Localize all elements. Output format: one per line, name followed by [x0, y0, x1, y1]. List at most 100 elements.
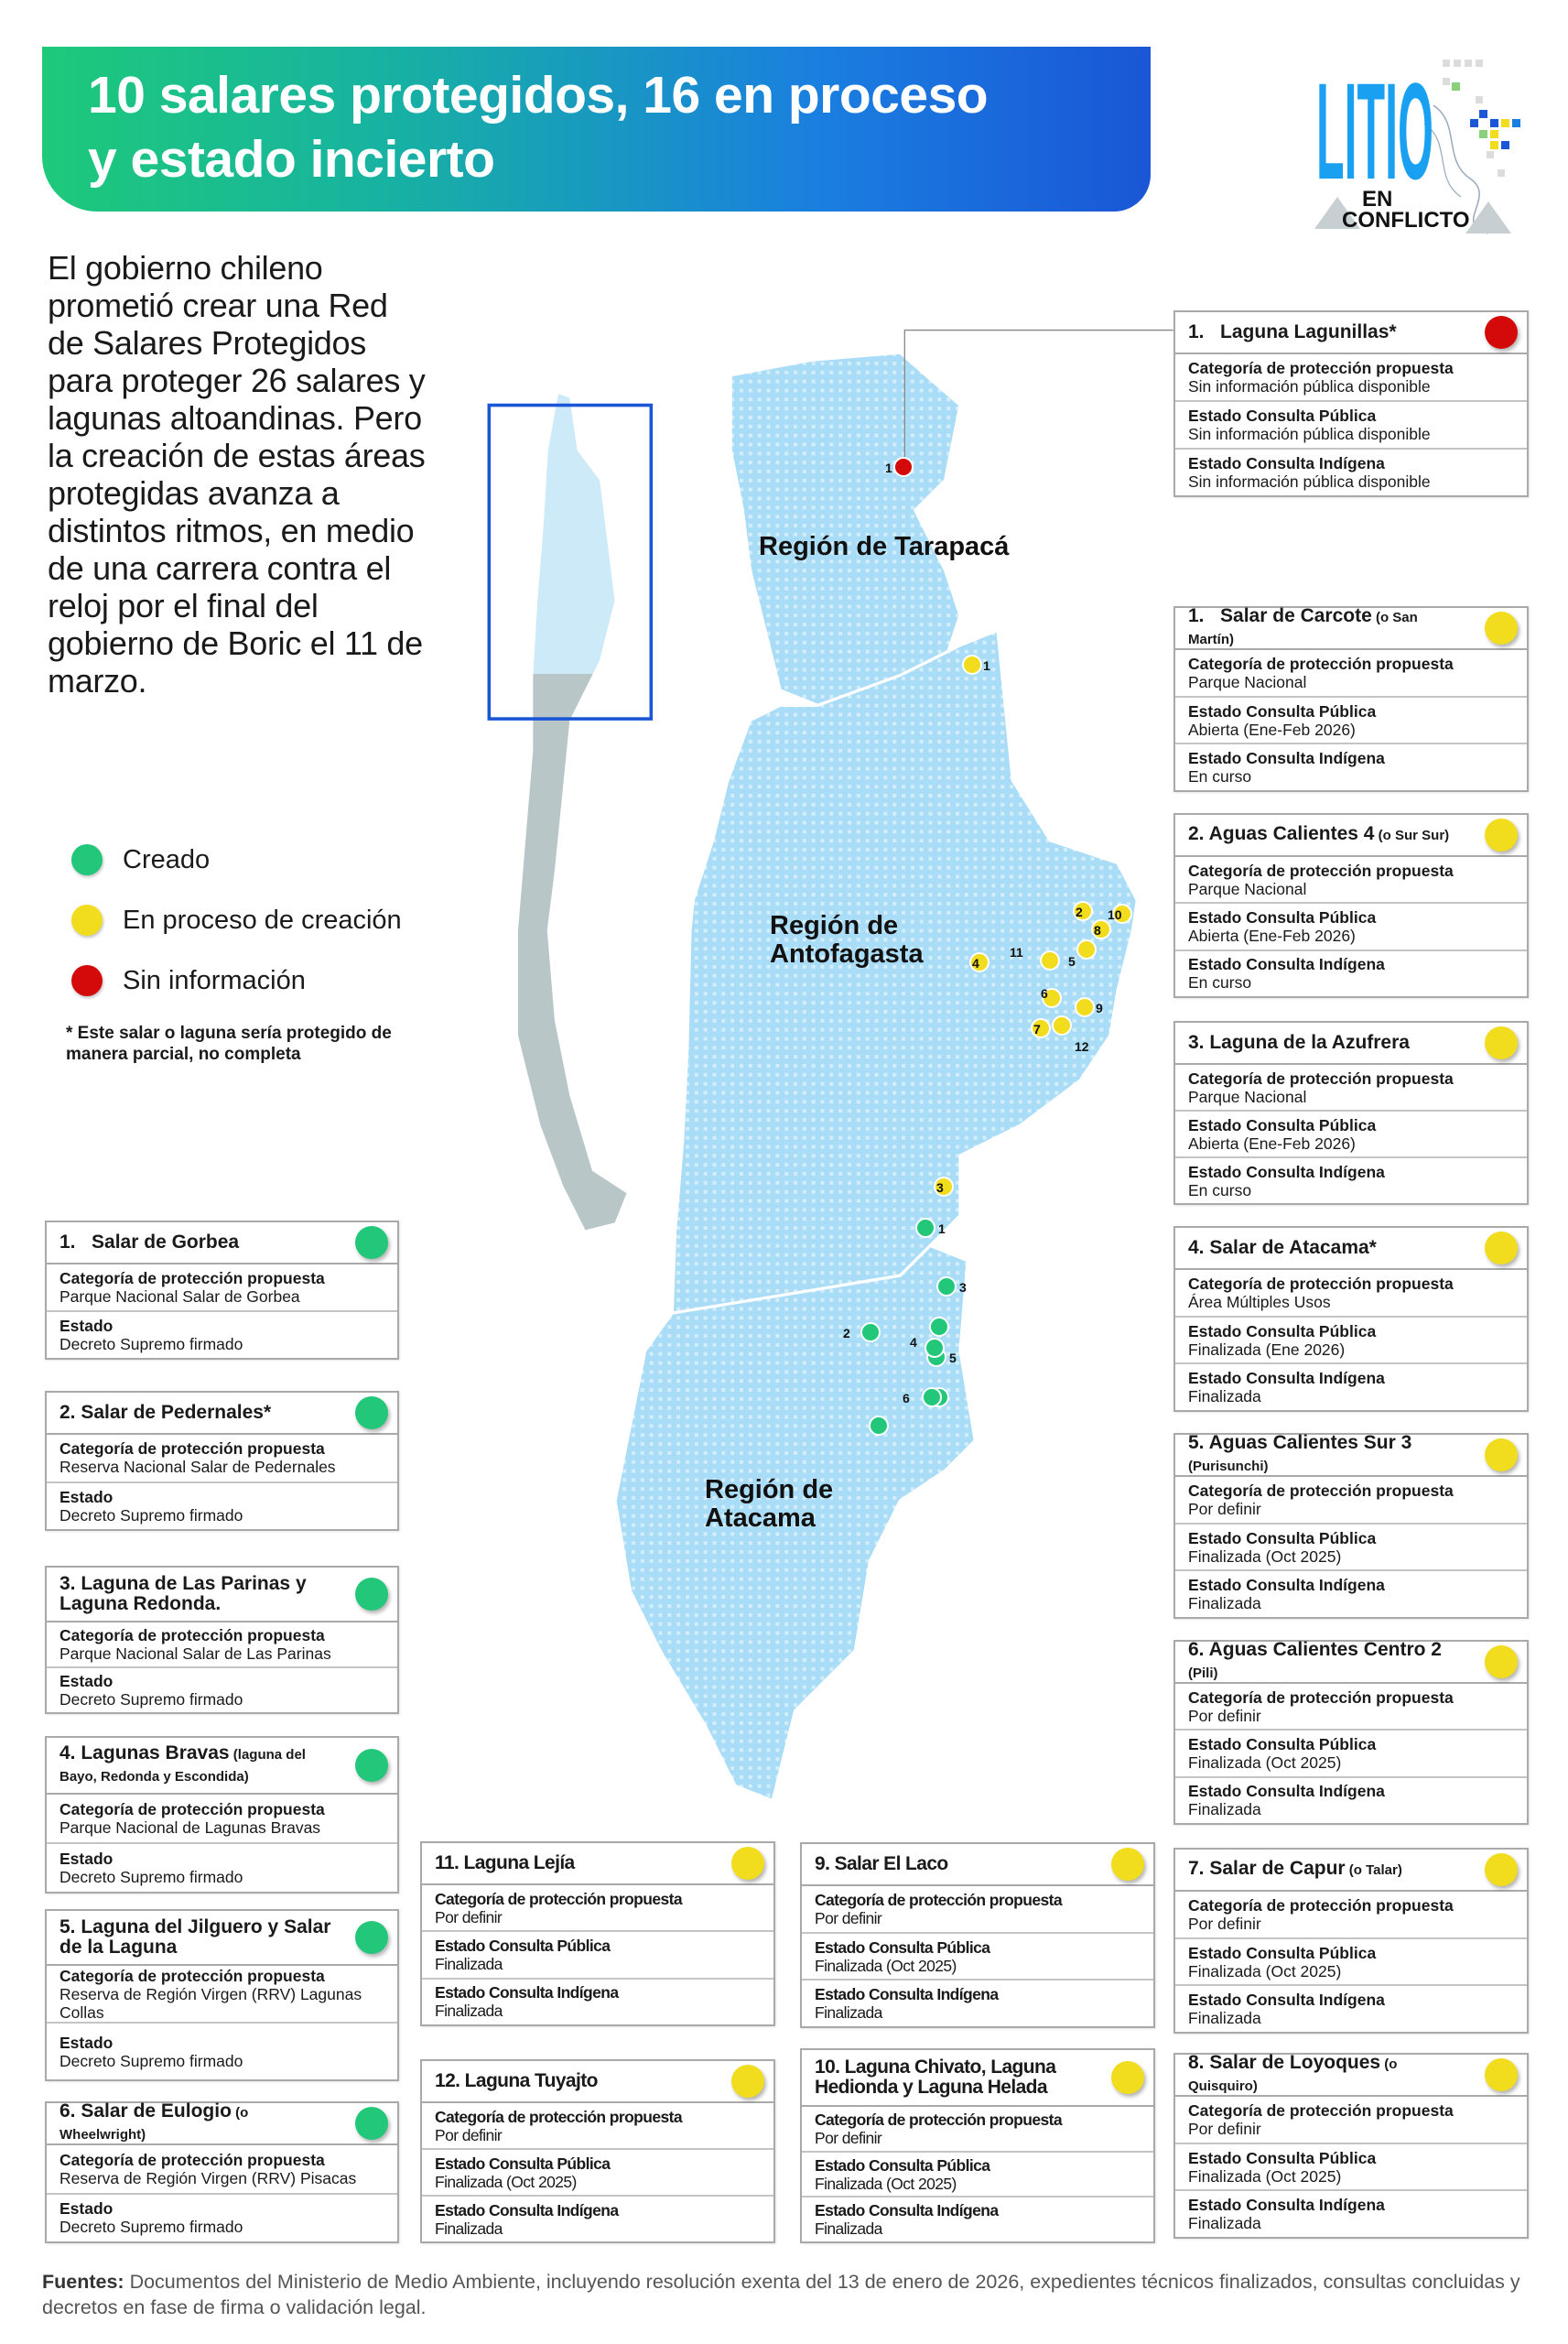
- row-value: Finalizada: [1188, 2009, 1261, 2028]
- card-row: Categoría de protección propuesta Por def…: [1175, 1684, 1527, 1731]
- status-dot-icon: [355, 1921, 388, 1954]
- card-name: Aguas Calientes 4: [1208, 823, 1375, 844]
- card-title: 3. Laguna de Las Parinas y Laguna Redond…: [47, 1568, 397, 1622]
- marker-label: 9: [1096, 1001, 1103, 1015]
- map-marker-antofagasta-9[interactable]: 9: [1075, 997, 1103, 1017]
- marker-dot[interactable]: [1075, 997, 1095, 1017]
- row-value: Decreto Supremo firmado: [59, 2051, 243, 2070]
- region-tarapaca-shape[interactable]: [729, 351, 962, 708]
- map-marker-atacama-1[interactable]: 1: [915, 1218, 946, 1238]
- map-marker-antofagasta-12[interactable]: 12: [1052, 1015, 1089, 1054]
- card-name: Salar de Eulogio: [81, 2100, 232, 2122]
- marker-label: 3: [959, 1280, 967, 1295]
- card-row: Categoría de protección propuesta Por def…: [802, 1886, 1153, 1934]
- card-atacama-4: 4. Lagunas Bravas (laguna del Bayo, Redo…: [45, 1736, 399, 1894]
- card-name-note: (o Wheelwright): [59, 2105, 249, 2143]
- map-marker-antofagasta-10[interactable]: 10: [1108, 904, 1132, 924]
- row-label: Estado Consulta Indígena: [1188, 1369, 1385, 1388]
- marker-dot[interactable]: [915, 1218, 935, 1238]
- legend-item-in-process: En proceso de creación: [71, 905, 402, 936]
- card-number: 1.: [1188, 605, 1221, 626]
- card-name-note: (o Talar): [1345, 1862, 1402, 1878]
- row-value: Por definir: [1188, 1706, 1261, 1725]
- map-marker-atacama-4[interactable]: 4: [910, 1317, 949, 1350]
- card-name-note: (laguna del Bayo, Redonda y Escondida): [59, 1747, 306, 1785]
- status-dot-icon: [1111, 2061, 1144, 2094]
- card-title: 6. Salar de Eulogio (o Wheelwright): [47, 2100, 397, 2145]
- card-row: Estado Consulta Pública Abierta (Ene-Feb …: [1175, 1112, 1527, 1158]
- card-row: Estado Consulta Pública Finalizada (Oct 2…: [1175, 1731, 1527, 1778]
- row-value: Finalizada: [435, 1954, 503, 1973]
- card-row: Categoría de protección propuesta Parque …: [1175, 857, 1527, 905]
- marker-dot[interactable]: [1112, 904, 1132, 924]
- row-label: Estado Consulta Indígena: [815, 1985, 999, 2004]
- row-value: Finalizada (Oct 2025): [435, 2172, 577, 2191]
- region-atacama-shape[interactable]: [613, 1243, 978, 1804]
- map-marker-antofagasta-3[interactable]: 3: [934, 1177, 954, 1197]
- row-value: Abierta (Ene-Feb 2026): [1188, 1134, 1356, 1153]
- card-row: Estado Consulta Pública Abierta (Ene-Feb …: [1175, 904, 1527, 951]
- card-number: 2.: [1188, 823, 1209, 844]
- marker-label: 10: [1108, 907, 1122, 922]
- litio-en-conflicto-logo: LITIO EN CONFLICTO: [1314, 50, 1534, 252]
- card-name: Laguna Lagunillas*: [1220, 321, 1397, 342]
- map-marker-dot[interactable]: [925, 1338, 945, 1358]
- marker-dot[interactable]: [1040, 950, 1060, 971]
- marker-dot[interactable]: [893, 457, 914, 477]
- card-row: Estado Decreto Supremo firmado: [47, 1312, 397, 1358]
- map-marker-antofagasta-5[interactable]: 5: [1068, 939, 1097, 969]
- map-marker-antofagasta-7[interactable]: 7: [1031, 1018, 1051, 1038]
- row-value: Finalizada (Oct 2025): [1188, 1753, 1342, 1772]
- marker-dot[interactable]: [969, 952, 989, 972]
- map-marker-antofagasta-11[interactable]: 11: [1010, 945, 1060, 971]
- map-marker-dot[interactable]: [869, 1416, 889, 1436]
- card-name-note: (Purisunchi): [1188, 1459, 1269, 1474]
- marker-dot[interactable]: [1031, 1018, 1051, 1038]
- map-marker-dot[interactable]: [922, 1387, 942, 1407]
- row-value: Finalizada: [1188, 1387, 1261, 1406]
- map-marker-antofagasta-1[interactable]: 1: [962, 655, 990, 675]
- map-marker-antofagasta-2[interactable]: 2: [1073, 901, 1093, 921]
- card-row: Categoría de protección propuesta Parque …: [1175, 1065, 1527, 1112]
- marker-dot[interactable]: [929, 1317, 949, 1337]
- marker-label: 7: [1033, 1022, 1041, 1036]
- card-row: Estado Consulta Indígena Sin información …: [1175, 450, 1527, 495]
- card-number: 12.: [435, 2070, 465, 2091]
- card-title: 1. Laguna Lagunillas*: [1175, 312, 1527, 354]
- map-marker-antofagasta-4[interactable]: 4: [969, 952, 989, 972]
- card-number: 8.: [1188, 2052, 1210, 2073]
- map-marker-antofagasta-8[interactable]: 8: [1091, 919, 1111, 939]
- card-title: 1. Salar de Carcote (o San Martín): [1175, 605, 1527, 650]
- marker-dot[interactable]: [934, 1177, 954, 1197]
- card-row: Estado Consulta Indígena Finalizada: [1175, 1778, 1527, 1823]
- card-name: Laguna Tuyajto: [464, 2070, 599, 2091]
- row-value: Finalizada (Oct 2025): [1188, 1546, 1342, 1566]
- row-value: Decreto Supremo firmado: [59, 1868, 243, 1886]
- marker-dot[interactable]: [936, 1276, 957, 1297]
- card-row: Categoría de protección propuesta Por def…: [422, 1885, 773, 1933]
- row-label: Categoría de protección propuesta: [1188, 1481, 1454, 1500]
- row-label: Estado Consulta Pública: [1188, 1528, 1377, 1547]
- card-antofagasta-8: 8. Salar de Loyoques (o Quisquiro) Catego…: [1173, 2053, 1529, 2239]
- marker-dot[interactable]: [1076, 939, 1097, 960]
- region-antofagasta-shape[interactable]: [670, 628, 1140, 1323]
- card-row: Estado Consulta Indígena Finalizada: [422, 1980, 773, 2024]
- marker-dot[interactable]: [860, 1322, 881, 1342]
- card-number: 10.: [815, 2056, 845, 2078]
- marker-dot[interactable]: [1091, 919, 1111, 939]
- row-value: Finalizada: [1188, 2214, 1261, 2233]
- map-marker-antofagasta-6[interactable]: 6: [1041, 986, 1062, 1008]
- map-marker-atacama-2[interactable]: 2: [843, 1322, 881, 1342]
- map-marker-atacama-3[interactable]: 3: [936, 1276, 967, 1297]
- marker-dot[interactable]: [1052, 1015, 1072, 1036]
- marker-dot[interactable]: [1073, 901, 1093, 921]
- card-number: 6.: [59, 2100, 81, 2122]
- legend-item-created: Creado: [71, 844, 210, 875]
- marker-dot[interactable]: [1042, 988, 1062, 1008]
- map-marker-tarapaca-1[interactable]: 1: [885, 457, 914, 477]
- marker-dot[interactable]: [962, 655, 982, 675]
- card-row: Estado Consulta Indígena Finalizada: [1175, 2191, 1527, 2237]
- card-antofagasta-9: 9. Salar El Laco Categoría de protección …: [800, 1842, 1155, 2028]
- row-value: En curso: [1188, 767, 1252, 787]
